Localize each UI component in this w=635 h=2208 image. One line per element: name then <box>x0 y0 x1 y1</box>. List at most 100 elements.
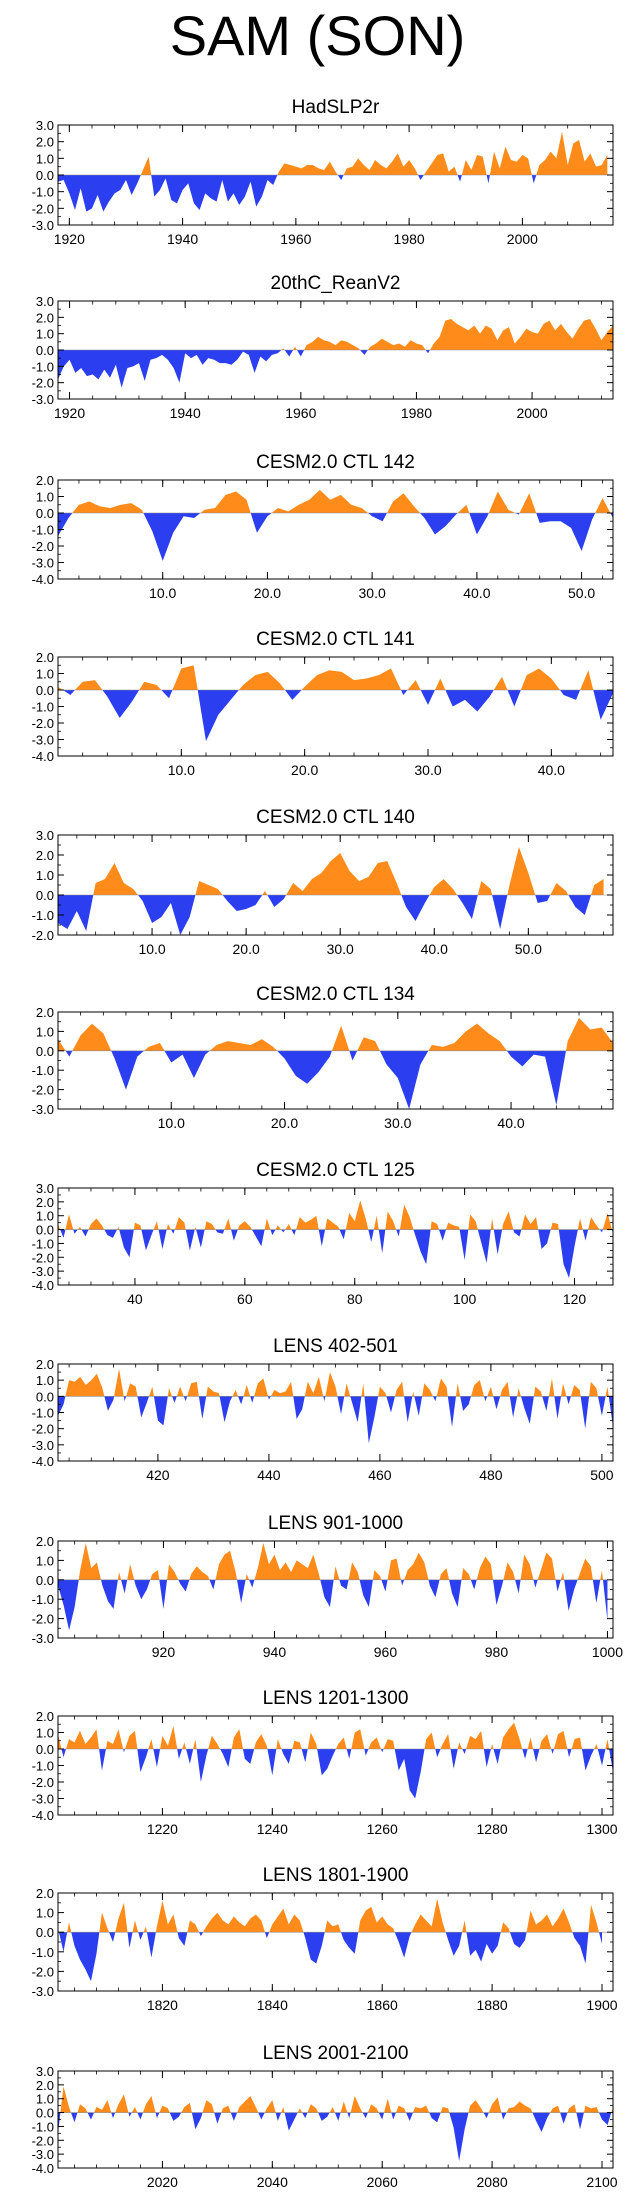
y-tick-label: -3.0 <box>32 1438 54 1453</box>
y-tick-label: 2.0 <box>36 473 54 488</box>
y-tick-label: -1.0 <box>32 1063 54 1078</box>
y-tick-label: -4.0 <box>32 1278 54 1293</box>
y-tick-label: 3.0 <box>36 118 54 133</box>
y-tick-label: 3.0 <box>36 294 54 309</box>
y-tick-label: -1.0 <box>32 1759 54 1774</box>
y-tick-label: -3.0 <box>32 392 54 407</box>
y-tick-label: -1.0 <box>32 185 54 200</box>
chart-panel: 20thC_ReanV2 3.02.0 1.00.0-1.0 -2.0-3.01920… <box>32 273 614 421</box>
y-tick-label: -3.0 <box>32 1102 54 1117</box>
y-tick-label: -3.0 <box>32 1792 54 1807</box>
x-tick-label: 480 <box>479 1467 503 1483</box>
y-tick-label: -1.0 <box>32 1406 54 1421</box>
x-tick-label: 10.0 <box>158 1115 185 1131</box>
negative-area <box>58 175 608 212</box>
x-tick-label: 500 <box>590 1467 614 1483</box>
chart-title: LENS 402-501 <box>273 1336 398 1357</box>
plot-frame <box>57 1892 614 1992</box>
y-tick-label: -2.0 <box>32 1612 54 1627</box>
x-tick-label: 2100 <box>586 2174 617 2190</box>
chart-title: LENS 1801-1900 <box>263 1865 409 1886</box>
positive-area <box>58 665 613 690</box>
y-tick-label: 0.0 <box>36 683 54 698</box>
positive-area <box>58 489 613 513</box>
negative-area <box>58 513 613 561</box>
negative-area <box>58 895 604 935</box>
y-tick-label: 1.0 <box>36 1209 54 1224</box>
x-tick-label: 80 <box>347 1291 363 1307</box>
positive-area <box>58 1200 613 1230</box>
x-tick-label: 50.0 <box>515 941 542 957</box>
y-tick-label: -1.0 <box>32 1236 54 1251</box>
x-tick-label: 40.0 <box>421 941 448 957</box>
x-tick-label: 1880 <box>477 1997 508 2013</box>
y-tick-label: 0.0 <box>36 506 54 521</box>
x-tick-label: 120 <box>563 1291 587 1307</box>
x-tick-label: 30.0 <box>414 762 441 778</box>
x-tick-label: 1000 <box>592 1644 623 1660</box>
x-tick-label: 1840 <box>257 1997 288 2013</box>
chart-title: CESM2.0 CTL 125 <box>256 1160 415 1181</box>
chart-panel: CESM2.0 CTL 125 3.02.01.00.0-1.0-2.0-3.0-… <box>32 1160 614 1307</box>
x-tick-label: 2040 <box>257 2174 288 2190</box>
y-tick-label: -3.0 <box>32 1264 54 1279</box>
negative-area <box>58 1396 613 1444</box>
y-tick-label: 3.0 <box>36 2064 54 2079</box>
y-tick-label: -3.0 <box>32 2147 54 2162</box>
y-tick-label: 2.0 <box>36 1886 54 1901</box>
y-tick-label: -4.0 <box>32 749 54 764</box>
y-tick-label: 2.0 <box>36 650 54 665</box>
y-tick-label: -2.0 <box>32 928 54 943</box>
x-tick-label: 30.0 <box>359 585 386 601</box>
chart-panel: CESM2.0 CTL 134 2.0 1.0 0.0 -1.0 -2.0 -3.0 10.0… <box>32 984 614 1131</box>
chart-panel: LENS 2001-2100 3.02.01.00.0-1.0-2.0-3.0-4… <box>32 2043 618 2190</box>
y-tick-label: 1.0 <box>36 1553 54 1568</box>
y-tick-label: 1.0 <box>36 1726 54 1741</box>
x-tick-label: 1220 <box>147 1821 178 1837</box>
negative-area <box>58 350 613 388</box>
y-tick-label: 2.0 <box>36 1534 54 1549</box>
negative-area <box>58 1579 608 1631</box>
x-tick-label: 940 <box>263 1644 287 1660</box>
chart-title: CESM2.0 CTL 141 <box>256 629 415 650</box>
y-tick-label: 1.0 <box>36 1373 54 1388</box>
y-tick-label: -3.0 <box>32 556 54 571</box>
y-tick-label: -4.0 <box>32 1808 54 1823</box>
x-tick-label: 1300 <box>586 1821 617 1837</box>
x-tick-label: 1960 <box>285 405 316 421</box>
y-tick-label: -3.0 <box>32 1984 54 1999</box>
x-tick-label: 40.0 <box>497 1115 524 1131</box>
positive-area <box>58 1368 613 1397</box>
positive-area <box>58 318 613 350</box>
y-tick-label: 3.0 <box>36 828 54 843</box>
x-tick-label: 1240 <box>257 1821 288 1837</box>
x-tick-label: 30.0 <box>327 941 354 957</box>
y-tick-label: 0.0 <box>36 1925 54 1940</box>
x-tick-label: 20.0 <box>271 1115 298 1131</box>
y-tick-label: 1.0 <box>36 2092 54 2107</box>
x-tick-label: 10.0 <box>149 585 176 601</box>
y-tick-label: -2.0 <box>32 1250 54 1265</box>
y-tick-label: 0.0 <box>36 168 54 183</box>
chart-title: CESM2.0 CTL 142 <box>256 452 415 473</box>
x-tick-label: 420 <box>146 1467 170 1483</box>
y-tick-label: -1.0 <box>32 700 54 715</box>
positive-area <box>58 1722 613 1749</box>
chart-title: LENS 1201-1300 <box>263 1688 409 1709</box>
y-tick-label: -3.0 <box>32 1631 54 1646</box>
y-tick-label: 0.0 <box>36 1742 54 1757</box>
y-tick-label: -2.0 <box>32 1083 54 1098</box>
x-tick-label: 1280 <box>477 1821 508 1837</box>
negative-area <box>58 1749 613 1799</box>
plot-frame <box>57 1187 614 1286</box>
y-tick-label: 0.0 <box>36 1223 54 1238</box>
y-tick-label: 0.0 <box>36 2106 54 2121</box>
y-tick-label: -4.0 <box>32 572 54 587</box>
negative-area <box>58 1932 603 1982</box>
x-tick-label: 2020 <box>147 2174 178 2190</box>
y-tick-label: 2.0 <box>36 135 54 150</box>
y-tick-label: 2.0 <box>36 1195 54 1210</box>
x-tick-label: 60 <box>237 1291 253 1307</box>
